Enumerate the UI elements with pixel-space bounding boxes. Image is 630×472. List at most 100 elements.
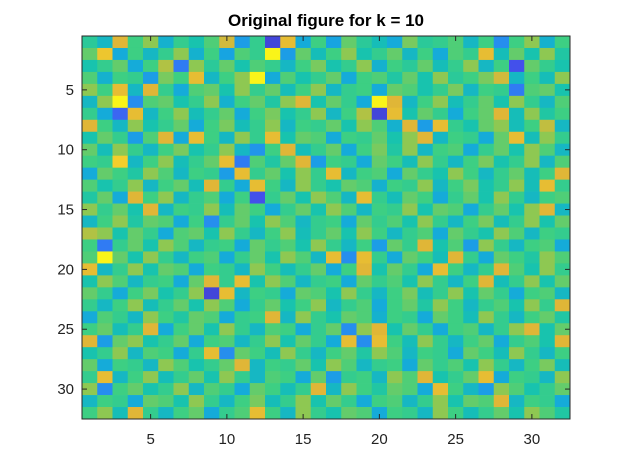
heatmap-cell [509,71,525,85]
heatmap-cell [295,395,312,408]
heatmap-cell [509,107,525,121]
heatmap-cell [127,251,144,264]
heatmap-cell [554,143,571,157]
heatmap-cell [371,359,388,372]
heatmap-cell [173,287,190,300]
heatmap-cell [127,95,144,109]
y-tick-label: 20 [57,261,74,278]
heatmap-cell [82,359,98,372]
heatmap-cell [295,191,312,204]
heatmap-cell [280,203,296,216]
heatmap-cell [158,71,174,85]
heatmap-cell [524,263,540,276]
heatmap-cell [173,251,190,264]
heatmap-cell [158,359,174,372]
heatmap-cell [310,83,327,97]
heatmap-cell [295,215,312,228]
heatmap-cell [554,155,571,169]
heatmap-cell [112,311,129,324]
heatmap-cell [402,167,418,180]
heatmap-cell [112,179,129,192]
heatmap-cell [432,335,449,348]
heatmap-cell [188,311,205,324]
heatmap-cell [234,395,251,408]
heatmap-cell [97,155,113,169]
heatmap-cell [143,251,159,264]
heatmap-cell [448,47,464,61]
heatmap-cell [326,215,342,228]
heatmap-cell [173,323,190,336]
heatmap-cell [402,155,418,169]
heatmap-cell [158,167,174,180]
heatmap-cell [463,191,479,204]
heatmap-cell [219,95,235,109]
heatmap-cell [188,275,205,288]
heatmap-cell [478,251,495,264]
heatmap-cell [97,203,113,216]
heatmap-cell [204,95,220,109]
heatmap-cell [539,347,556,360]
heatmap-cell [463,287,479,300]
heatmap-cell [554,119,571,133]
heatmap-cell [402,83,418,97]
heatmap-cell [387,179,403,192]
heatmap-cell [173,36,190,49]
heatmap-cell [539,359,556,372]
heatmap-cell [554,131,571,145]
heatmap-cell [280,131,296,145]
heatmap-cell [219,299,235,312]
heatmap-cell [356,107,373,121]
heatmap-cell [97,107,113,121]
heatmap-cell [341,227,357,240]
heatmap-cell [188,191,205,204]
heatmap-cell [524,311,540,324]
heatmap-cell [554,59,571,73]
heatmap-cell [82,179,98,192]
heatmap-cell [448,119,464,133]
heatmap-cell [326,119,342,133]
heatmap-cell [402,383,418,396]
heatmap-cell [341,71,357,85]
heatmap-cell [82,203,98,216]
heatmap-cell [493,395,510,408]
heatmap-cell [249,179,266,192]
heatmap-cell [143,311,159,324]
heatmap-cell [158,59,174,73]
heatmap-cell [463,215,479,228]
heatmap-cell [204,215,220,228]
heatmap-cell [204,311,220,324]
heatmap-cell [265,407,281,420]
heatmap-cell [326,299,342,312]
heatmap-cell [326,311,342,324]
heatmap-cell [173,371,190,384]
y-tick-label: 30 [57,381,74,398]
heatmap-cell [295,263,312,276]
heatmap-cell [554,275,571,288]
heatmap-cell [280,359,296,372]
heatmap-cell [554,383,571,396]
heatmap-cell [417,107,434,121]
heatmap-cell [127,335,144,348]
heatmap-cell [112,347,129,360]
heatmap-cell [127,83,144,97]
heatmap-cell [463,36,479,49]
heatmap-cell [539,191,556,204]
heatmap-cell [127,107,144,121]
heatmap-cell [371,263,388,276]
heatmap-cell [432,275,449,288]
heatmap-cell [249,83,266,97]
heatmap-cell [554,83,571,97]
heatmap-cell [326,36,342,49]
heatmap-cell [219,131,235,145]
heatmap-cell [341,83,357,97]
heatmap-cell [509,131,525,145]
heatmap-cell [539,179,556,192]
heatmap-cell [402,251,418,264]
heatmap-cell [188,323,205,336]
heatmap-cell [463,179,479,192]
heatmap-cell [310,311,327,324]
heatmap-cell [554,251,571,264]
heatmap-cell [127,191,144,204]
heatmap-cell [402,371,418,384]
heatmap-cell [295,227,312,240]
